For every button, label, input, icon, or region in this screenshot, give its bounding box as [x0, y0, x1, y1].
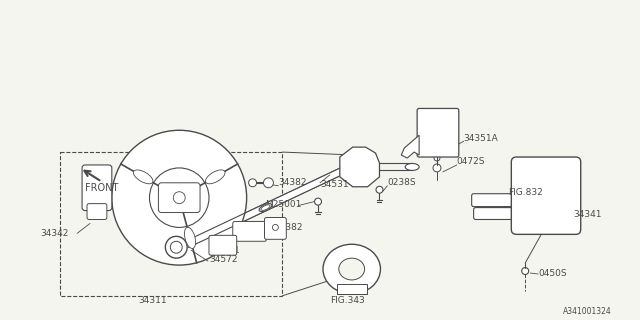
Text: 34311: 34311 [139, 296, 167, 305]
Text: 34572: 34572 [209, 255, 237, 264]
Bar [337, 284, 367, 294]
Polygon shape [401, 135, 419, 158]
Circle shape [173, 192, 185, 204]
Ellipse shape [323, 244, 380, 294]
Text: 0472S: 0472S [457, 157, 485, 166]
Ellipse shape [259, 204, 272, 212]
Circle shape [314, 198, 321, 205]
Polygon shape [186, 162, 356, 247]
Text: M25001: M25001 [266, 200, 302, 209]
Polygon shape [340, 147, 380, 187]
Text: A341001324: A341001324 [563, 307, 612, 316]
FancyBboxPatch shape [82, 165, 112, 211]
Bar [60, 152, 282, 296]
Text: 0450S: 0450S [538, 268, 566, 277]
Ellipse shape [339, 258, 365, 280]
Ellipse shape [184, 227, 196, 249]
Circle shape [433, 164, 441, 172]
FancyBboxPatch shape [472, 194, 515, 207]
Text: 34342: 34342 [40, 229, 69, 238]
Ellipse shape [205, 170, 225, 184]
Ellipse shape [517, 210, 529, 217]
FancyBboxPatch shape [87, 204, 107, 220]
FancyBboxPatch shape [209, 235, 237, 255]
FancyBboxPatch shape [511, 157, 580, 234]
Ellipse shape [133, 170, 153, 184]
FancyBboxPatch shape [417, 108, 459, 157]
Text: 0238S: 0238S [387, 178, 416, 187]
Circle shape [376, 186, 383, 193]
Circle shape [434, 155, 440, 161]
Ellipse shape [405, 164, 419, 171]
Circle shape [522, 268, 529, 275]
FancyBboxPatch shape [474, 208, 513, 220]
Text: 34341: 34341 [573, 210, 602, 219]
Circle shape [167, 186, 191, 210]
Text: FRONT: FRONT [85, 183, 118, 193]
Text: 34382: 34382 [275, 223, 303, 232]
FancyBboxPatch shape [264, 218, 286, 239]
FancyBboxPatch shape [159, 183, 200, 212]
Circle shape [248, 179, 257, 187]
Text: FIG.343: FIG.343 [330, 296, 365, 305]
Circle shape [112, 130, 246, 265]
Text: 34382: 34382 [278, 178, 307, 187]
Ellipse shape [517, 196, 529, 203]
Text: 34531: 34531 [320, 180, 349, 189]
Circle shape [264, 178, 273, 188]
Text: 83151: 83151 [211, 246, 240, 255]
FancyBboxPatch shape [233, 221, 266, 241]
Text: 34351A: 34351A [464, 134, 499, 143]
Text: FIG.832: FIG.832 [508, 188, 543, 197]
Circle shape [150, 168, 209, 228]
